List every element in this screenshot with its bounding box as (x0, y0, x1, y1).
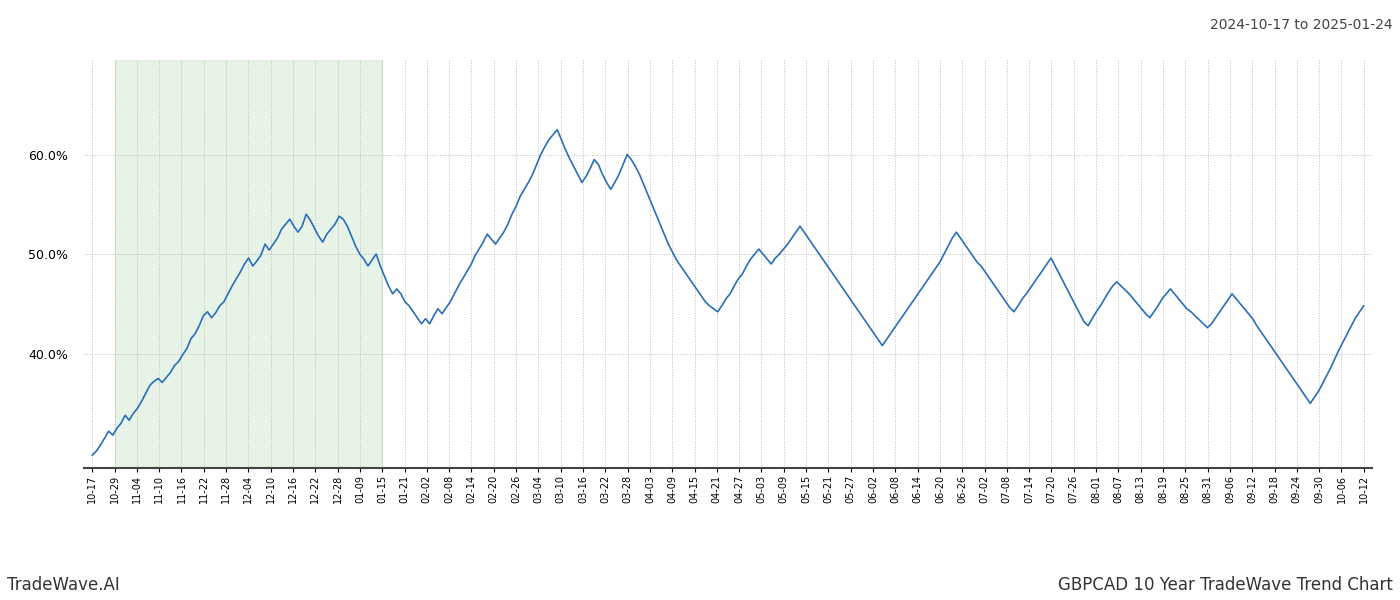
Bar (115, 60, 382, 468)
Text: TradeWave.AI: TradeWave.AI (7, 576, 120, 594)
Text: GBPCAD 10 Year TradeWave Trend Chart: GBPCAD 10 Year TradeWave Trend Chart (1058, 576, 1393, 594)
Text: 2024-10-17 to 2025-01-24: 2024-10-17 to 2025-01-24 (1211, 18, 1393, 32)
